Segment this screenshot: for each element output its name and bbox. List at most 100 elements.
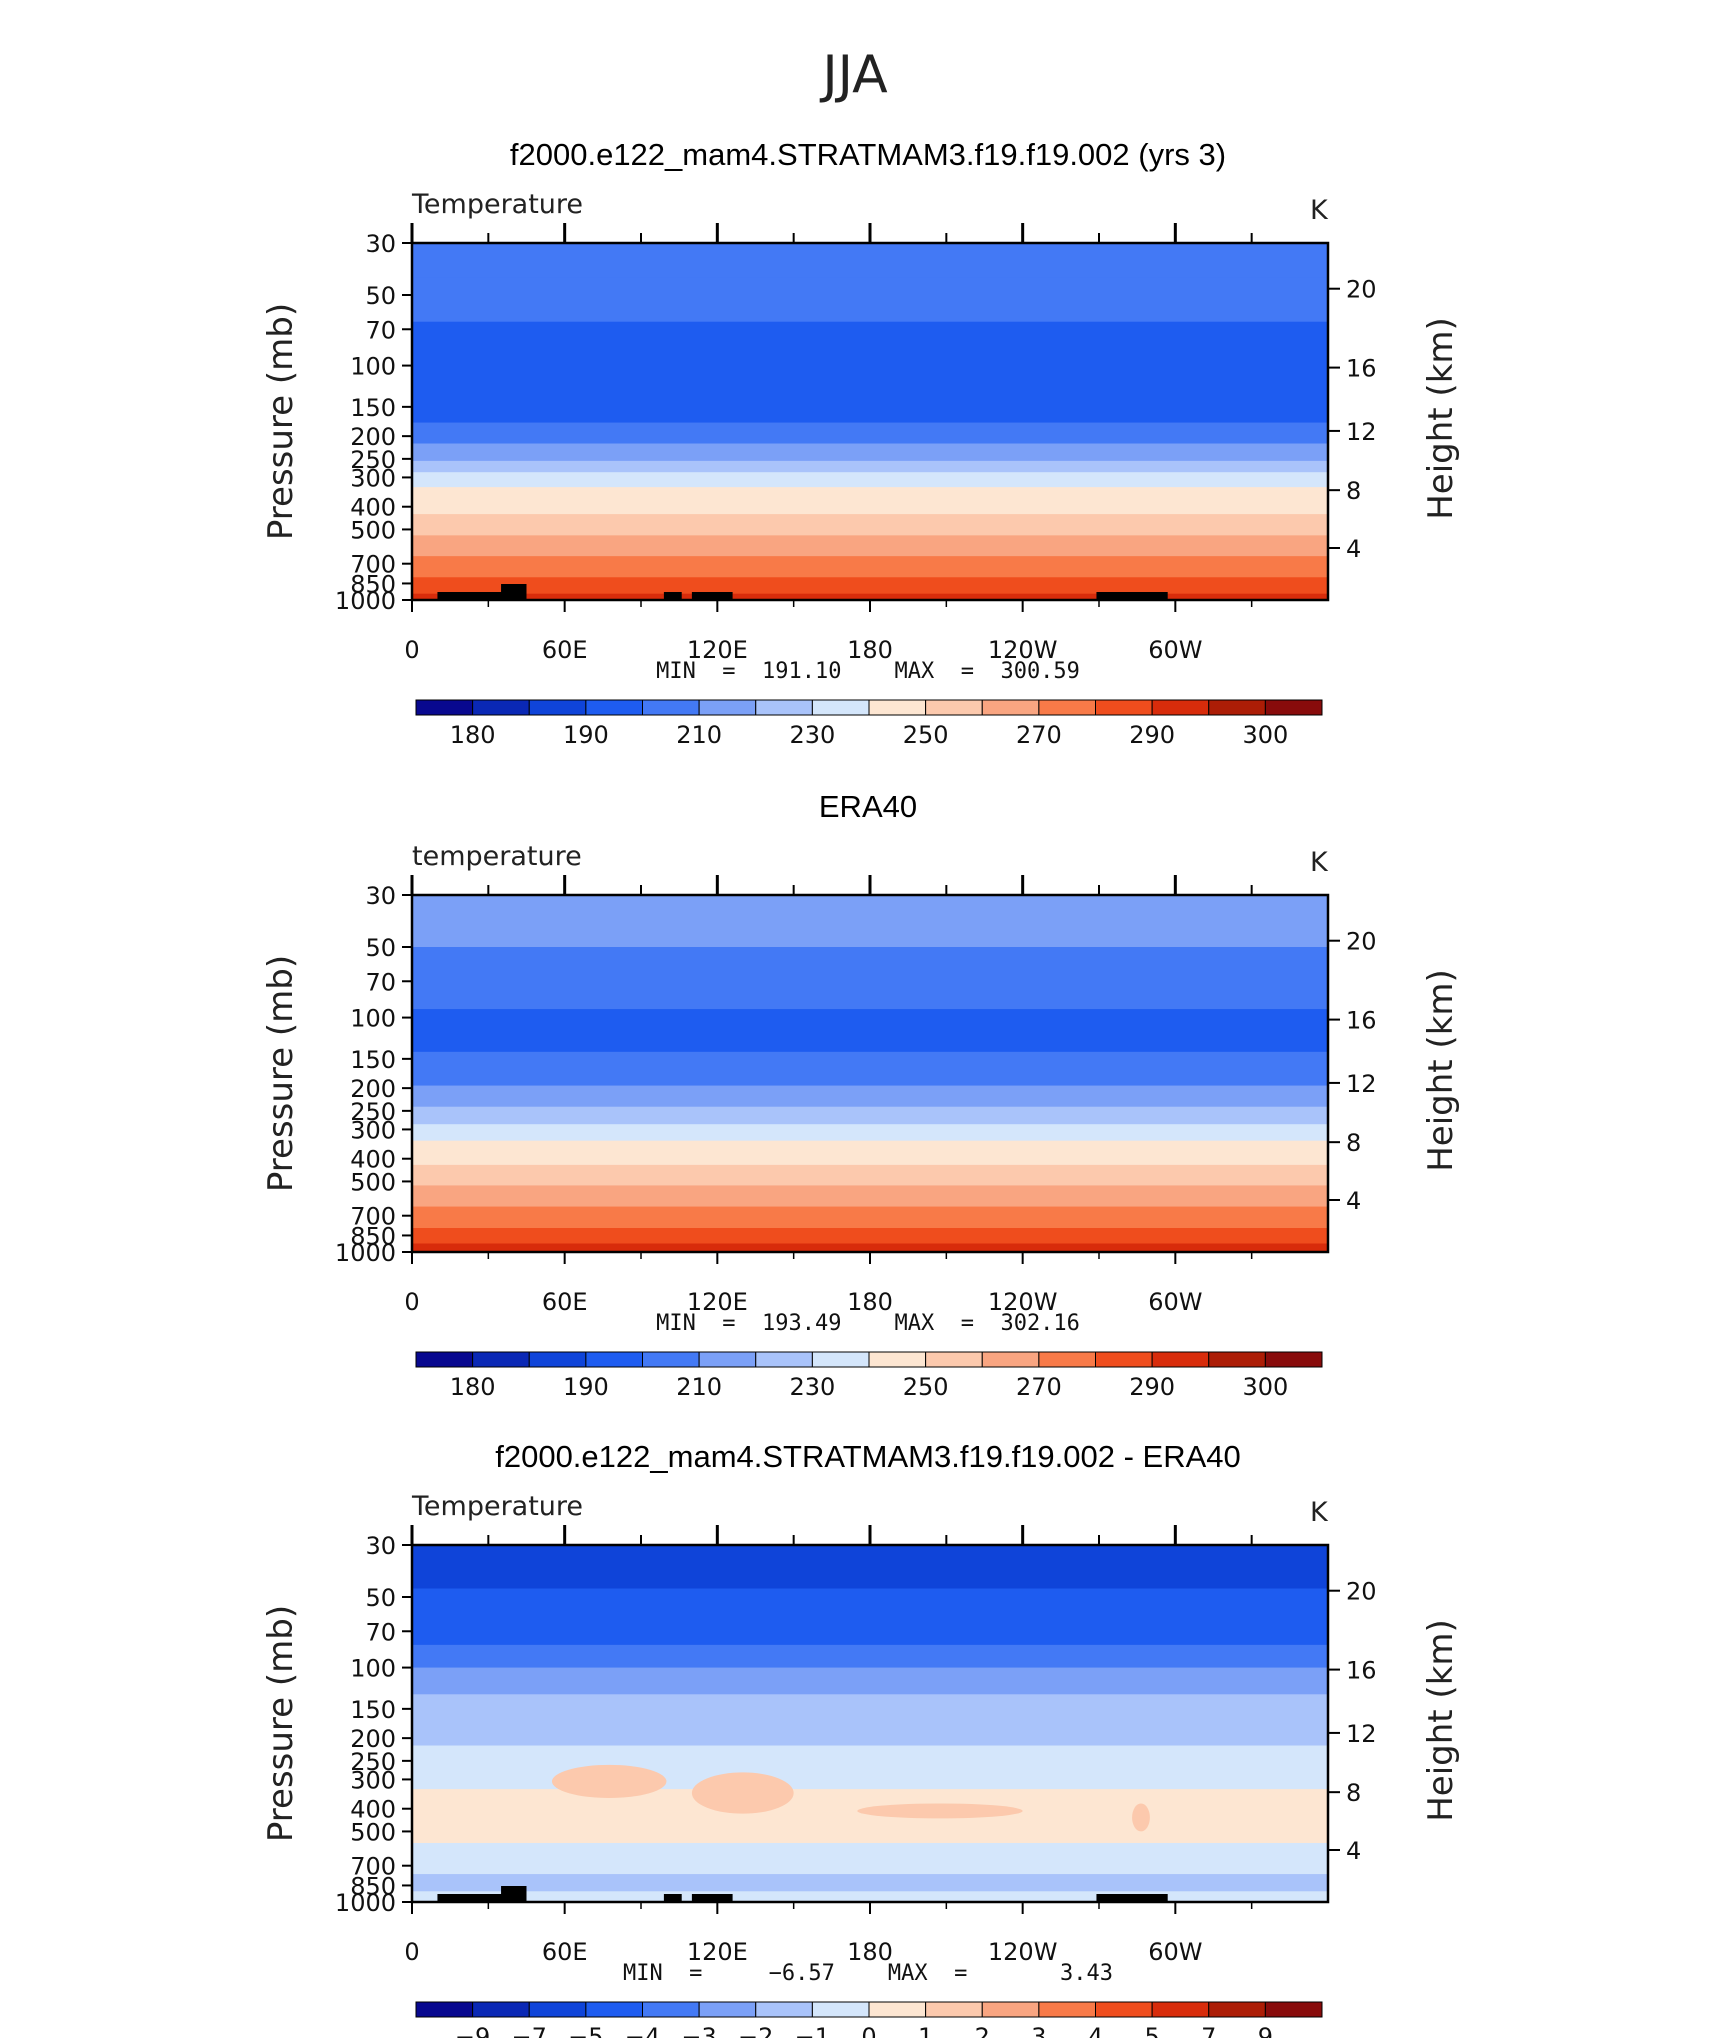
land-mask: [691, 1894, 733, 1902]
colorbar-label: −1: [795, 2023, 830, 2038]
colorbar-swatch: [755, 2001, 813, 2018]
land-mask: [437, 592, 514, 600]
height-tick-label: 8: [1346, 1779, 1361, 1807]
contour-band: [412, 406, 1328, 424]
colorbar-label: 2: [975, 2023, 990, 2038]
height-tick-label: 16: [1346, 1007, 1377, 1035]
y-tick-label: 100: [350, 1655, 396, 1683]
contour-band: [412, 1667, 1328, 1695]
y-tick-label: 30: [365, 230, 396, 258]
colorbar-swatch: [585, 699, 643, 716]
contour-band: [412, 1874, 1328, 1892]
contour-band: [412, 443, 1328, 462]
contour-band: [412, 1106, 1328, 1125]
x-tick-label: 0: [404, 1938, 419, 1966]
height-tick-label: 16: [1346, 1657, 1377, 1685]
colorbar-swatch: [698, 699, 757, 716]
y-tick-label: 850: [350, 1872, 396, 1900]
y-tick-label: 50: [365, 934, 396, 962]
height-tick-label: 8: [1346, 1129, 1361, 1157]
panel-3: f2000.e122_mam4.STRATMAM3.f19.f19.002 - …: [261, 1439, 1461, 2038]
colorbar-swatch: [472, 699, 530, 716]
y-tick-label: 50: [365, 282, 396, 310]
colorbar-swatch: [1208, 699, 1266, 716]
colorbar-label: 180: [450, 721, 496, 749]
colorbar-label: 250: [903, 1373, 949, 1401]
colorbar-swatch: [1208, 1351, 1266, 1368]
y-tick-label: 850: [350, 570, 396, 598]
colorbar-swatch: [642, 699, 700, 716]
y-tick-label: 500: [350, 1818, 396, 1846]
colorbar-swatch: [925, 1351, 983, 1368]
y-tick-label: 250: [350, 446, 396, 474]
colorbar-label: −2: [738, 2023, 773, 2038]
colorbar-label: 3: [1031, 2023, 1046, 2038]
colorbar-swatch: [642, 2001, 700, 2018]
min-max-stats: MIN = 193.49 MAX = 302.16: [656, 1311, 1080, 1336]
colorbar-label: 5: [1144, 2023, 1159, 2038]
height-tick-label: 16: [1346, 355, 1377, 383]
colorbar-swatch: [642, 1351, 700, 1368]
warm-anomaly-patch: [691, 1772, 794, 1814]
colorbar-swatch: [1264, 1351, 1323, 1368]
contour-band: [412, 243, 1328, 278]
warm-anomaly-patch: [857, 1803, 1023, 1819]
variable-label: Temperature: [411, 1491, 583, 1522]
x-tick-label: 180: [847, 636, 893, 664]
contour-band: [412, 577, 1328, 595]
colorbar-swatch: [1264, 699, 1323, 716]
colorbar-label: 180: [450, 1373, 496, 1401]
x-tick-label: 180: [847, 1288, 893, 1316]
contour-band: [412, 1009, 1328, 1053]
contour-band: [412, 487, 1328, 515]
contour-field: [412, 243, 1328, 600]
colorbar-swatch: [415, 1351, 474, 1368]
contour-band: [412, 1228, 1328, 1245]
contour-band: [412, 895, 1328, 948]
colorbar-swatch: [868, 2001, 927, 2018]
colorbar-label: 250: [903, 721, 949, 749]
contour-band: [412, 277, 1328, 323]
x-tick-label: 60E: [542, 1288, 588, 1316]
colorbar-label: 270: [1016, 721, 1062, 749]
colorbar-label: 270: [1016, 1373, 1062, 1401]
y-tick-label: 30: [365, 882, 396, 910]
colorbar-label: 290: [1129, 721, 1175, 749]
colorbar-swatch: [1151, 2001, 1210, 2018]
colorbar-label: −3: [681, 2023, 716, 2038]
colorbar-swatch: [585, 2001, 643, 2018]
colorbar-label: −9: [455, 2023, 490, 2038]
contour-band: [412, 1140, 1328, 1166]
contour-band: [412, 1243, 1328, 1252]
contour-band: [412, 422, 1328, 445]
land-mask: [437, 1894, 514, 1902]
contour-band: [412, 1694, 1328, 1747]
y-tick-label: 250: [350, 1098, 396, 1126]
contour-band: [412, 1588, 1328, 1646]
height-tick-label: 4: [1346, 1187, 1361, 1215]
y-tick-label: 500: [350, 1168, 396, 1196]
y-tick-label: 150: [350, 1696, 396, 1724]
contour-band: [412, 460, 1328, 473]
y-tick-label: 300: [350, 1116, 396, 1144]
land-mask: [663, 592, 682, 600]
height-tick-label: 12: [1346, 1070, 1377, 1098]
colorbar-swatch: [472, 1351, 530, 1368]
contour-band: [412, 1164, 1328, 1187]
y-tick-label: 700: [350, 551, 396, 579]
colorbar-swatch: [585, 1351, 643, 1368]
colorbar-swatch: [981, 699, 1040, 716]
colorbar-swatch: [1095, 1351, 1153, 1368]
y-tick-label: 70: [365, 316, 396, 344]
y-tick-label: 700: [350, 1203, 396, 1231]
y-axis-label: Pressure (mb): [261, 955, 301, 1192]
height-tick-label: 4: [1346, 1837, 1361, 1865]
y-right-axis-label: Height (km): [1421, 317, 1461, 520]
colorbar-label: 1: [918, 2023, 933, 2038]
contour-band: [412, 472, 1328, 488]
panel-title: f2000.e122_mam4.STRATMAM3.f19.f19.002 (y…: [510, 137, 1226, 172]
land-mask: [501, 584, 527, 600]
min-max-stats: MIN = 191.10 MAX = 300.59: [656, 659, 1080, 684]
y-tick-label: 100: [350, 353, 396, 381]
